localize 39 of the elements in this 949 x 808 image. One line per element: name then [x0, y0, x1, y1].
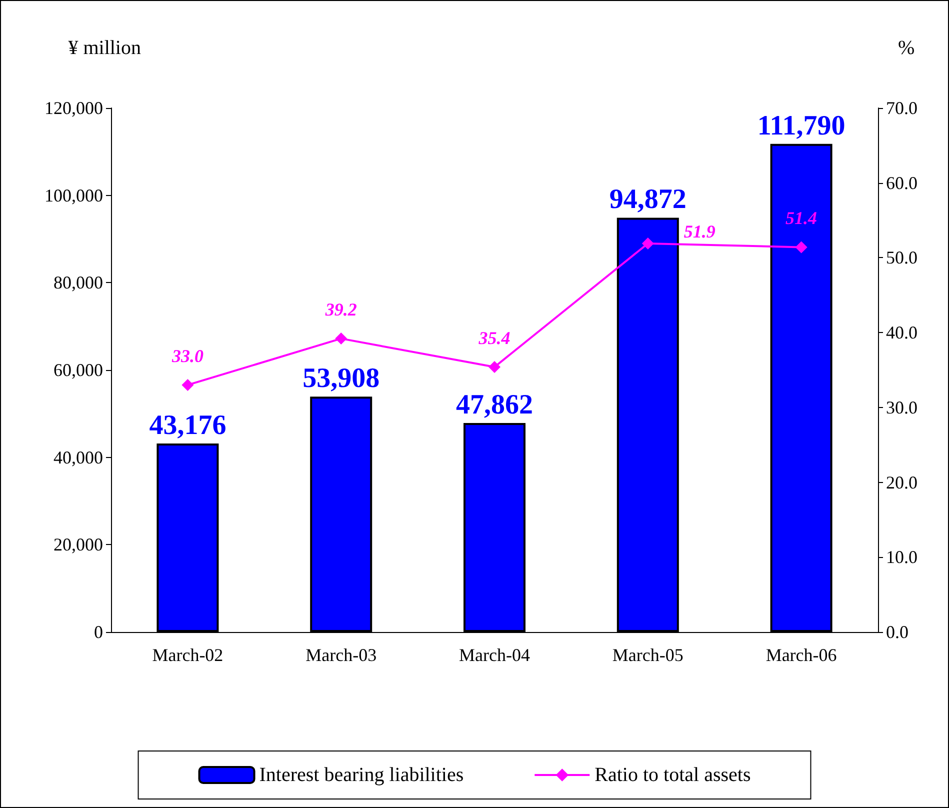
point [642, 237, 654, 250]
y2-tick-label: 10.0 [886, 547, 918, 568]
x-tick-label: March-06 [766, 645, 837, 665]
data-label: 51.4 [786, 208, 818, 228]
y2-tick-label: 0.0 [886, 622, 908, 642]
legend-label: Ratio to total assets [594, 764, 751, 786]
y-tick-label: 120,000 [44, 98, 103, 118]
point [488, 361, 500, 374]
legend-label: Interest bearing liabilities [259, 764, 464, 786]
y-tick-label: 20,000 [54, 534, 103, 555]
y2-tick-label: 40.0 [886, 322, 918, 343]
point [182, 378, 194, 391]
y2-tick-label: 20.0 [886, 472, 918, 492]
y2-axis-title: % [898, 37, 915, 59]
data-label: 33.0 [170, 346, 204, 366]
x-tick-label: March-05 [612, 645, 684, 665]
y-tick-label: 80,000 [54, 272, 103, 293]
x-tick-label: March-03 [306, 645, 377, 665]
y-tick-label: 100,000 [44, 185, 103, 206]
data-label: 39.2 [324, 300, 357, 320]
data-label: 43,176 [149, 410, 226, 441]
x-tick-label: March-02 [152, 645, 224, 665]
point [335, 332, 348, 345]
data-label: 35.4 [478, 328, 510, 348]
data-label: 111,790 [757, 110, 846, 142]
y-tick-label: 60,000 [54, 360, 103, 380]
y-tick-label: 40,000 [54, 447, 103, 468]
y-axis-title: ¥ million [68, 37, 141, 59]
y-tick-label: 0 [94, 622, 103, 642]
x-tick-label: March-04 [459, 645, 530, 665]
y2-tick-label: 30.0 [886, 397, 918, 418]
data-label: 47,862 [456, 390, 533, 421]
point [795, 241, 808, 254]
y2-tick-label: 60.0 [886, 172, 918, 193]
y2-tick-label: 70.0 [886, 98, 918, 118]
data-label: 53,908 [302, 363, 380, 394]
y2-tick-label: 50.0 [886, 248, 918, 268]
data-label: 94,872 [609, 184, 686, 216]
data-label: 51.9 [684, 221, 716, 242]
